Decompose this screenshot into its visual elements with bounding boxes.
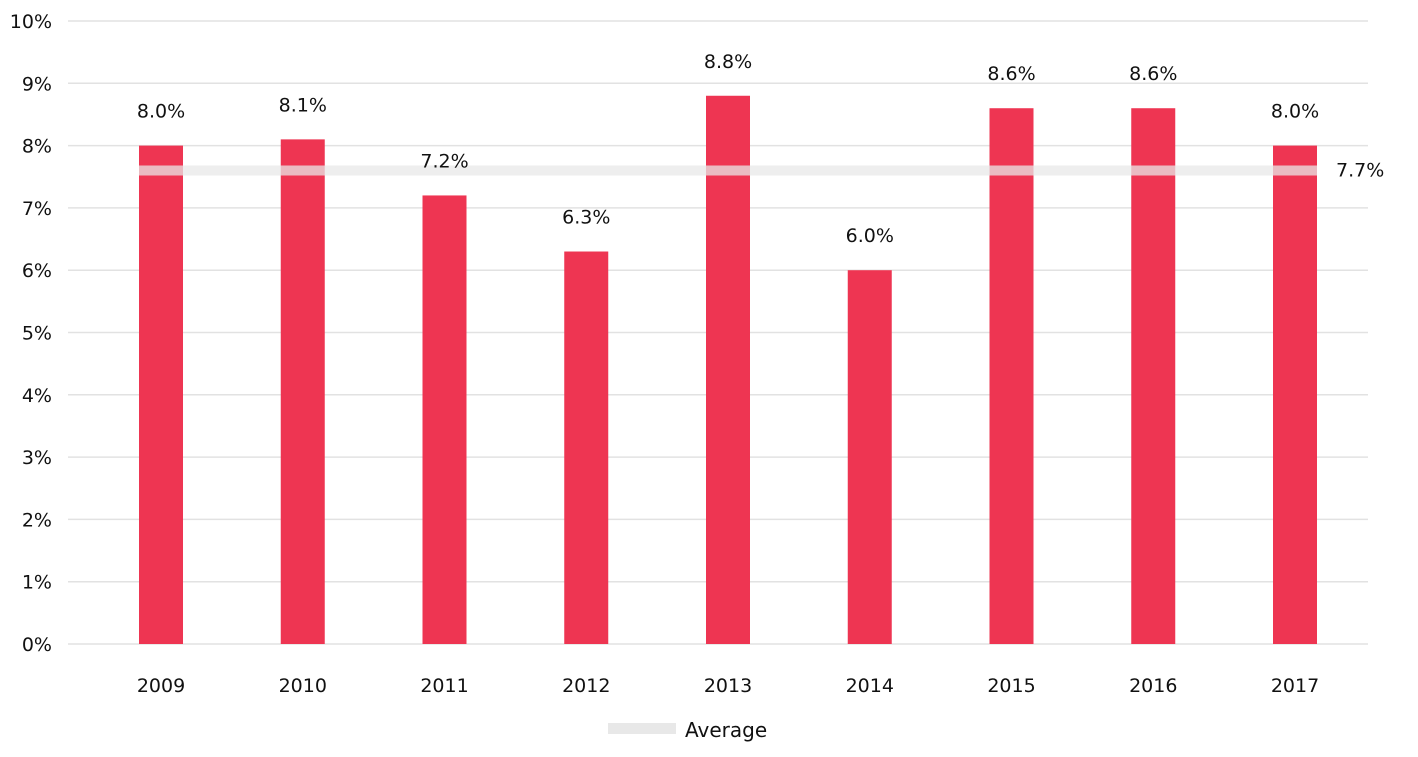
bar-2014	[847, 270, 892, 644]
x-category-label-2010: 2010	[279, 675, 327, 697]
data-label-2011: 7.2%	[420, 150, 468, 172]
bar-2013	[706, 95, 750, 644]
y-axis-ticks: 0% 1% 2% 3% 4% 5% 6% 7% 8% 9% 10%	[10, 11, 52, 656]
bar-2011	[422, 195, 467, 644]
bar-2015	[989, 108, 1034, 645]
y-tick-label: 9%	[22, 73, 52, 95]
y-tick-label: 3%	[22, 447, 52, 469]
bar-2009	[139, 145, 183, 644]
legend-label-average: Average	[685, 718, 767, 742]
y-tick-label: 1%	[22, 572, 52, 594]
data-label-2015: 8.6%	[987, 63, 1035, 85]
y-tick-label: 4%	[22, 385, 52, 407]
y-tick-label: 7%	[22, 198, 52, 220]
bar-2017	[1273, 145, 1317, 644]
x-category-label-2016: 2016	[1129, 675, 1177, 697]
data-label-2009: 8.0%	[137, 101, 185, 123]
x-category-label-2009: 2009	[137, 675, 185, 697]
data-label-2012: 6.3%	[562, 207, 610, 229]
y-tick-label: 6%	[22, 260, 52, 282]
bar-2012	[564, 251, 609, 644]
y-tick-label: 0%	[22, 634, 52, 656]
data-label-2017: 8.0%	[1271, 101, 1319, 123]
y-tick-label: 5%	[22, 323, 52, 345]
x-category-label-2017: 2017	[1271, 675, 1319, 697]
bars	[139, 95, 1317, 645]
bar-2016	[1131, 108, 1176, 645]
x-category-label-2014: 2014	[846, 675, 894, 697]
x-axis-categories: 2009 2010 2011 2012 2013 2014 2015 2016 2017	[137, 675, 1319, 697]
data-labels: 8.0% 8.1% 7.2% 6.3% 8.8% 6.0% 8.6% 8.6% 8.0%	[137, 51, 1319, 247]
x-category-label-2012: 2012	[562, 675, 610, 697]
data-label-2016: 8.6%	[1129, 63, 1177, 85]
legend-swatch-average	[608, 723, 676, 734]
x-category-label-2013: 2013	[704, 675, 752, 697]
x-category-label-2015: 2015	[987, 675, 1035, 697]
y-tick-label: 8%	[22, 136, 52, 158]
data-label-2014: 6.0%	[846, 225, 894, 247]
average-value-label: 7.7%	[1336, 160, 1384, 182]
x-category-label-2011: 2011	[420, 675, 468, 697]
legend: Average	[608, 718, 767, 742]
average-line-group: 7.7%	[139, 160, 1384, 182]
data-label-2010: 8.1%	[279, 94, 327, 116]
y-tick-label: 2%	[22, 509, 52, 531]
bar-2010	[280, 139, 325, 644]
y-tick-label: 10%	[10, 11, 52, 33]
data-label-2013: 8.8%	[704, 51, 752, 73]
